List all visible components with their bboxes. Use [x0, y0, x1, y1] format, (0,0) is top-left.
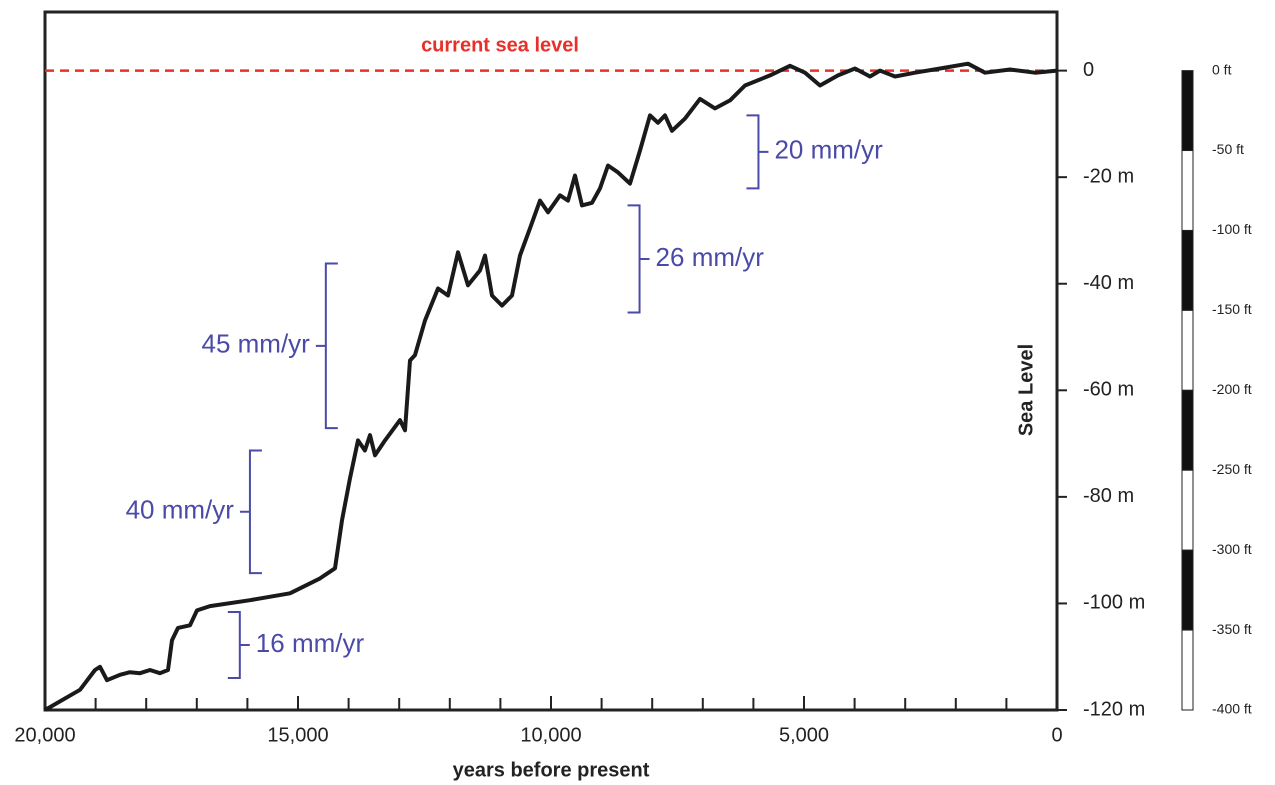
rate-label: 16 mm/yr — [256, 628, 365, 658]
x-tick-label: 15,000 — [267, 724, 328, 746]
y-tick-label: -80 m — [1083, 485, 1134, 507]
y-tick-label: -40 m — [1083, 272, 1134, 294]
y-tick-label: -100 m — [1083, 592, 1145, 614]
rate-bracket — [746, 114, 769, 190]
y-tick-label: -60 m — [1083, 379, 1134, 401]
x-tick-label: 0 — [1051, 724, 1062, 746]
ft-scale-segment — [1181, 389, 1194, 471]
ft-tick-label: -100 ft — [1212, 221, 1252, 237]
x-tick-label: 5,000 — [779, 724, 829, 746]
ft-tick-label: 0 ft — [1212, 61, 1232, 77]
x-tick-label: 10,000 — [520, 724, 581, 746]
ft-tick-label: -150 ft — [1212, 301, 1252, 317]
x-tick-label: 20,000 — [14, 724, 75, 746]
plot-frame — [43, 10, 1059, 712]
ft-scale-segment — [1181, 549, 1194, 631]
ft-tick-label: -400 ft — [1212, 701, 1252, 717]
ft-scale-segment — [1181, 309, 1194, 391]
ft-scale-segment — [1181, 469, 1194, 551]
y-tick-label: 0 — [1083, 59, 1094, 81]
ft-tick-label: -200 ft — [1212, 381, 1252, 397]
rate-bracket — [239, 449, 262, 575]
ft-scale-segment — [1181, 229, 1194, 311]
x-axis-label: years before present — [453, 759, 650, 781]
ft-scale-segment — [1181, 70, 1194, 152]
ft-tick-label: -50 ft — [1212, 141, 1244, 157]
ft-tick-label: -350 ft — [1212, 621, 1252, 637]
rate-bracket — [315, 262, 338, 430]
rate-label: 20 mm/yr — [774, 135, 883, 165]
y-tick-label: -120 m — [1083, 698, 1145, 720]
reference-label: current sea level — [421, 34, 579, 56]
rate-label: 40 mm/yr — [126, 495, 235, 525]
ft-tick-label: -250 ft — [1212, 461, 1252, 477]
rate-bracket — [227, 610, 250, 680]
y-tick-label: -20 m — [1083, 165, 1134, 187]
rate-label: 45 mm/yr — [201, 329, 310, 359]
rate-bracket — [627, 204, 650, 314]
sea-level-line — [44, 61, 1058, 712]
y-axis-label: Sea Level — [1015, 344, 1037, 436]
ft-scale-segment — [1181, 150, 1194, 231]
ft-tick-label: -300 ft — [1212, 541, 1252, 557]
ft-scale-segment — [1181, 629, 1194, 711]
rate-label: 26 mm/yr — [656, 242, 765, 272]
